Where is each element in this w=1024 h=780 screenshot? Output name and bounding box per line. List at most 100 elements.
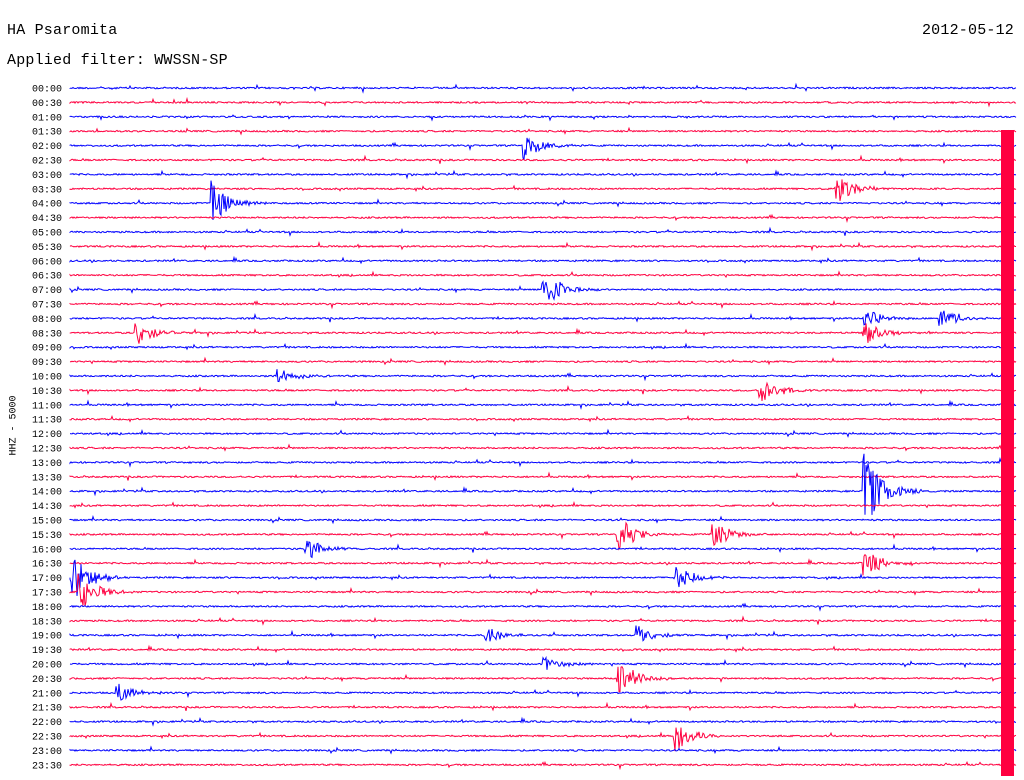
trace-line xyxy=(69,457,1017,468)
trace-line xyxy=(69,553,1017,576)
trace-line xyxy=(69,573,1017,607)
trace-line xyxy=(69,683,1017,701)
row-time-label: 05:00 xyxy=(32,229,62,240)
trace-line xyxy=(69,559,1017,596)
trace-line xyxy=(69,96,1017,108)
trace-line xyxy=(69,760,1017,771)
trace-line xyxy=(69,540,1017,559)
trace-line xyxy=(69,255,1017,265)
trace-line xyxy=(69,356,1017,366)
row-time-label: 07:00 xyxy=(32,286,62,297)
row-time-label: 06:00 xyxy=(32,257,62,268)
trace-line xyxy=(69,414,1017,423)
row-time-label: 15:30 xyxy=(32,531,62,542)
row-time-label: 00:00 xyxy=(32,85,62,96)
right-edge-signal xyxy=(1001,130,1014,776)
row-time-label: 12:00 xyxy=(32,430,62,441)
row-time-label: 19:30 xyxy=(32,646,62,657)
trace-line xyxy=(69,521,1017,551)
trace-line xyxy=(69,625,1017,642)
trace-line xyxy=(69,369,1017,383)
row-time-label: 04:30 xyxy=(32,214,62,225)
row-time-label: 23:30 xyxy=(32,761,62,772)
row-time-label: 22:00 xyxy=(32,718,62,729)
trace-line xyxy=(69,323,1017,344)
row-time-label: 23:00 xyxy=(32,747,62,758)
trace-line xyxy=(69,453,1017,515)
row-time-label: 19:00 xyxy=(32,632,62,643)
row-time-label: 20:00 xyxy=(32,661,62,672)
trace-line xyxy=(69,310,1017,326)
date-label: 2012-05-12 xyxy=(921,22,1014,39)
row-time-label: 04:00 xyxy=(32,200,62,211)
trace-line xyxy=(69,666,1017,693)
trace-line xyxy=(69,644,1017,654)
row-time-label: 03:00 xyxy=(32,171,62,182)
trace-line xyxy=(69,270,1016,278)
row-time-label: 22:30 xyxy=(32,733,62,744)
row-time-label: 09:00 xyxy=(32,344,62,355)
trace-line xyxy=(69,501,1017,509)
row-time-label: 06:30 xyxy=(32,272,62,283)
row-time-label: 21:30 xyxy=(32,704,62,715)
trace-line xyxy=(69,226,1017,237)
row-time-label: 08:30 xyxy=(32,329,62,340)
row-time-label: 03:30 xyxy=(32,185,62,196)
row-time-label: 11:00 xyxy=(32,401,62,412)
trace-line xyxy=(69,213,1017,223)
trace-line xyxy=(69,180,1017,221)
trace-line xyxy=(69,126,1017,136)
row-time-label: 20:30 xyxy=(32,675,62,686)
row-time-label: 13:30 xyxy=(32,473,62,484)
row-time-label: 21:00 xyxy=(32,689,62,700)
row-time-label: 01:00 xyxy=(32,113,62,124)
trace-line xyxy=(69,443,1017,452)
row-time-label: 13:00 xyxy=(32,459,62,470)
row-time-label: 16:30 xyxy=(32,560,62,571)
trace-line xyxy=(69,727,1017,752)
trace-line xyxy=(69,428,1017,438)
trace-line xyxy=(69,154,1016,165)
trace-line xyxy=(69,114,1017,122)
station-title: HA Psaromita xyxy=(7,22,118,39)
trace-line xyxy=(69,399,1017,410)
row-time-label: 11:30 xyxy=(32,416,62,427)
row-time-label: 14:00 xyxy=(32,488,62,499)
row-time-label: 18:00 xyxy=(32,603,62,614)
trace-line xyxy=(69,82,1017,94)
row-time-label: 10:00 xyxy=(32,373,62,384)
trace-line xyxy=(69,137,1017,161)
filter-label: Applied filter: WWSSN-SP xyxy=(7,52,228,69)
trace-line xyxy=(69,716,1017,727)
row-time-label: 09:30 xyxy=(32,358,62,369)
trace-line xyxy=(69,471,1017,482)
row-time-label: 15:00 xyxy=(32,517,62,528)
row-time-label: 08:00 xyxy=(32,315,62,326)
trace-line xyxy=(69,300,1017,310)
trace-line xyxy=(69,169,1017,180)
trace-line xyxy=(69,280,1017,301)
trace-line xyxy=(69,701,1017,712)
row-time-label: 02:30 xyxy=(32,157,62,168)
trace-line xyxy=(69,615,1017,626)
row-time-label: 07:30 xyxy=(32,301,62,312)
row-time-label: 10:30 xyxy=(32,387,62,398)
trace-line xyxy=(69,515,1017,525)
trace-line xyxy=(69,179,1017,201)
trace-line xyxy=(69,602,1017,612)
row-time-label: 17:30 xyxy=(32,589,62,600)
row-time-label: 18:30 xyxy=(32,617,62,628)
row-time-label: 00:30 xyxy=(32,99,62,110)
row-time-label: 17:00 xyxy=(32,574,62,585)
row-time-label: 01:30 xyxy=(32,128,62,139)
trace-line xyxy=(69,745,1017,755)
row-time-label: 16:00 xyxy=(32,545,62,556)
trace-line xyxy=(69,655,1016,670)
row-time-label: 05:30 xyxy=(32,243,62,254)
row-time-label: 02:00 xyxy=(32,142,62,153)
trace-line xyxy=(69,381,1017,402)
trace-line xyxy=(69,342,1017,351)
row-time-label: 12:30 xyxy=(32,445,62,456)
row-time-label: 14:30 xyxy=(32,502,62,513)
